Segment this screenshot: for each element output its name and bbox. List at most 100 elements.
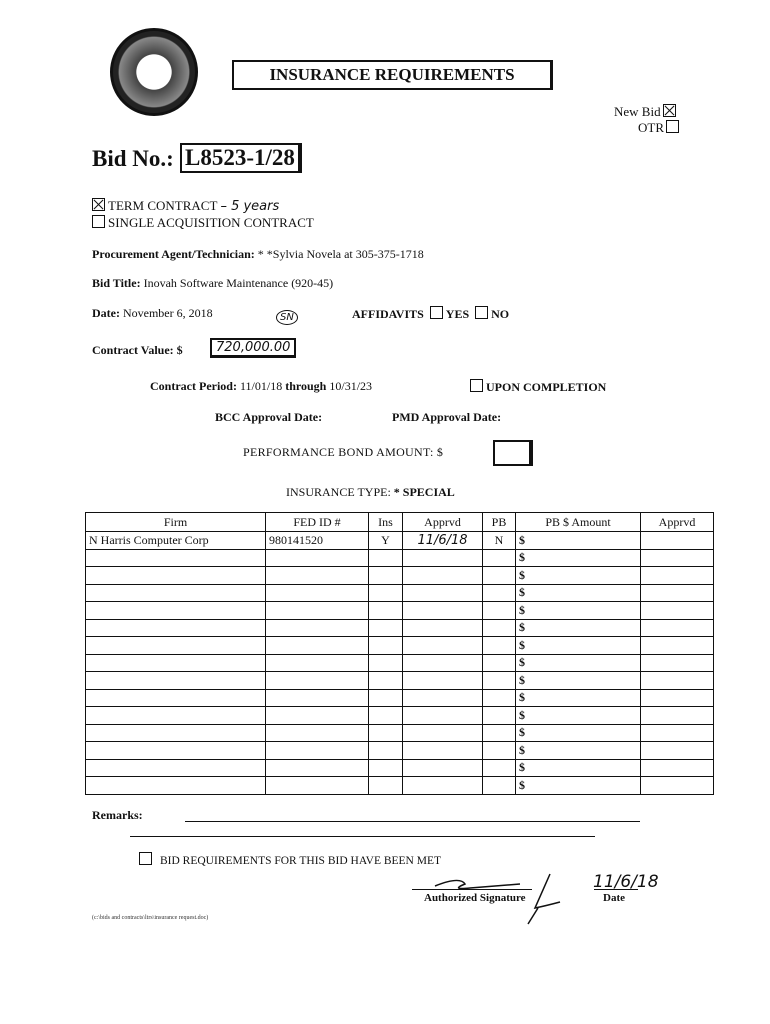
- table-cell: $: [515, 531, 641, 550]
- single-acquisition-option[interactable]: SINGLE ACQUISITION CONTRACT: [92, 215, 314, 231]
- table-cell: [482, 653, 516, 672]
- table-row: $: [85, 741, 714, 760]
- requirements-met-label: BID REQUIREMENTS FOR THIS BID HAVE BEEN …: [160, 855, 442, 867]
- table-cell: [368, 758, 403, 777]
- table-cell: $: [515, 741, 641, 760]
- authorized-signature-label: Authorized Signature: [424, 892, 526, 904]
- insurance-type: INSURANCE TYPE: * SPECIAL: [286, 485, 455, 500]
- column-header: FED ID #: [265, 512, 369, 532]
- table-cell: [85, 566, 266, 585]
- table-cell: [85, 618, 266, 637]
- upon-completion-option[interactable]: UPON COMPLETION: [470, 379, 606, 395]
- table-cell: [402, 618, 483, 637]
- requirements-met-option[interactable]: BID REQUIREMENTS FOR THIS BID HAVE BEEN …: [139, 852, 441, 867]
- term-contract-label: TERM CONTRACT: [108, 198, 218, 213]
- footer-file-path: (c:\bids and contracts\ltrs\insurance re…: [92, 915, 209, 921]
- table-cell: [85, 688, 266, 707]
- table-cell: [265, 723, 369, 742]
- table-cell: [482, 671, 516, 690]
- requirements-met-checkbox[interactable]: [139, 852, 152, 865]
- table-cell: [482, 723, 516, 742]
- table-cell: [85, 636, 266, 655]
- agent-label: Procurement Agent/Technician:: [92, 247, 255, 261]
- table-row: $: [85, 688, 714, 707]
- date-value: November 6, 2018: [122, 306, 213, 320]
- table-cell: $: [515, 548, 641, 567]
- term-contract-checkbox[interactable]: [92, 198, 105, 211]
- new-bid-option[interactable]: New Bid: [614, 104, 679, 120]
- column-header: Apprvd: [640, 512, 714, 532]
- table-cell: [368, 601, 403, 620]
- table-cell: Y: [368, 531, 403, 550]
- table-cell: [482, 706, 516, 725]
- table-cell: [482, 601, 516, 620]
- table-cell: [402, 566, 483, 585]
- performance-bond-field: [493, 440, 533, 466]
- contract-value-label: Contract Value: $: [92, 343, 183, 357]
- bid-title: Bid Title: Inovah Software Maintenance (…: [92, 276, 333, 291]
- date-label: Date: [603, 892, 625, 904]
- upon-completion-checkbox[interactable]: [470, 379, 483, 392]
- table-cell: [265, 566, 369, 585]
- affidavits-yes-checkbox[interactable]: [429, 306, 443, 319]
- column-header: Firm: [85, 512, 266, 532]
- date-label: Date:: [92, 306, 120, 320]
- table-cell: [368, 548, 403, 567]
- column-header: PB: [482, 512, 516, 532]
- table-cell: [85, 583, 266, 602]
- date-row: Date: November 6, 2018: [92, 306, 213, 321]
- remarks-label: Remarks:: [92, 808, 143, 822]
- table-cell: [265, 706, 369, 725]
- table-row: $: [85, 706, 714, 725]
- table-row: $: [85, 758, 714, 777]
- table-cell: $: [515, 636, 641, 655]
- table-cell: [402, 548, 483, 567]
- affidavits-no-checkbox[interactable]: [475, 306, 489, 319]
- single-acquisition-checkbox[interactable]: [92, 215, 105, 228]
- table-cell: $: [515, 706, 641, 725]
- table-cell: [402, 723, 483, 742]
- signature-date-value: 11/6/18: [593, 872, 659, 892]
- single-acquisition-label: SINGLE ACQUISITION CONTRACT: [108, 215, 314, 230]
- table-row: $: [85, 636, 714, 655]
- table-cell: [482, 566, 516, 585]
- table-cell: [402, 741, 483, 760]
- table-cell: [640, 723, 714, 742]
- table-cell: [85, 723, 266, 742]
- table-cell: 11/6/18: [402, 531, 483, 550]
- table-cell: [640, 758, 714, 777]
- period-to: 10/31/23: [329, 379, 373, 393]
- table-cell: [640, 706, 714, 725]
- table-cell: [640, 671, 714, 690]
- table-row: N Harris Computer Corp 980141520 Y 11/6/18 N…: [85, 531, 714, 550]
- county-seal-logo: [110, 28, 198, 116]
- table-cell: [640, 583, 714, 602]
- table-cell: [402, 706, 483, 725]
- contract-value-field: 720,000.00: [210, 338, 297, 358]
- affidavits-label: AFFIDAVITS: [352, 307, 424, 321]
- contract-period-label: Contract Period:: [150, 379, 237, 393]
- table-cell: $: [515, 776, 641, 795]
- table-row: $: [85, 671, 714, 690]
- otr-label: OTR: [638, 120, 664, 135]
- table-cell: $: [515, 618, 641, 637]
- table-cell: [368, 776, 403, 795]
- table-cell: N Harris Computer Corp: [85, 531, 266, 550]
- table-row: $: [85, 601, 714, 620]
- table-row: $: [85, 566, 714, 585]
- table-cell: $: [515, 688, 641, 707]
- table-cell: $: [515, 758, 641, 777]
- table-cell: [640, 776, 714, 795]
- bid-no-value: L8523-1/28: [180, 143, 302, 173]
- table-cell: [85, 741, 266, 760]
- table-cell: [265, 688, 369, 707]
- insurance-type-label: INSURANCE TYPE:: [286, 485, 391, 499]
- page-title: INSURANCE REQUIREMENTS: [232, 60, 553, 90]
- new-bid-checkbox[interactable]: [662, 104, 676, 117]
- otr-checkbox[interactable]: [666, 120, 679, 133]
- table-cell: $: [515, 653, 641, 672]
- term-contract-option[interactable]: TERM CONTRACT – 5 years: [92, 198, 279, 214]
- table-cell: [368, 583, 403, 602]
- table-cell: [482, 758, 516, 777]
- otr-option[interactable]: OTR: [638, 120, 682, 136]
